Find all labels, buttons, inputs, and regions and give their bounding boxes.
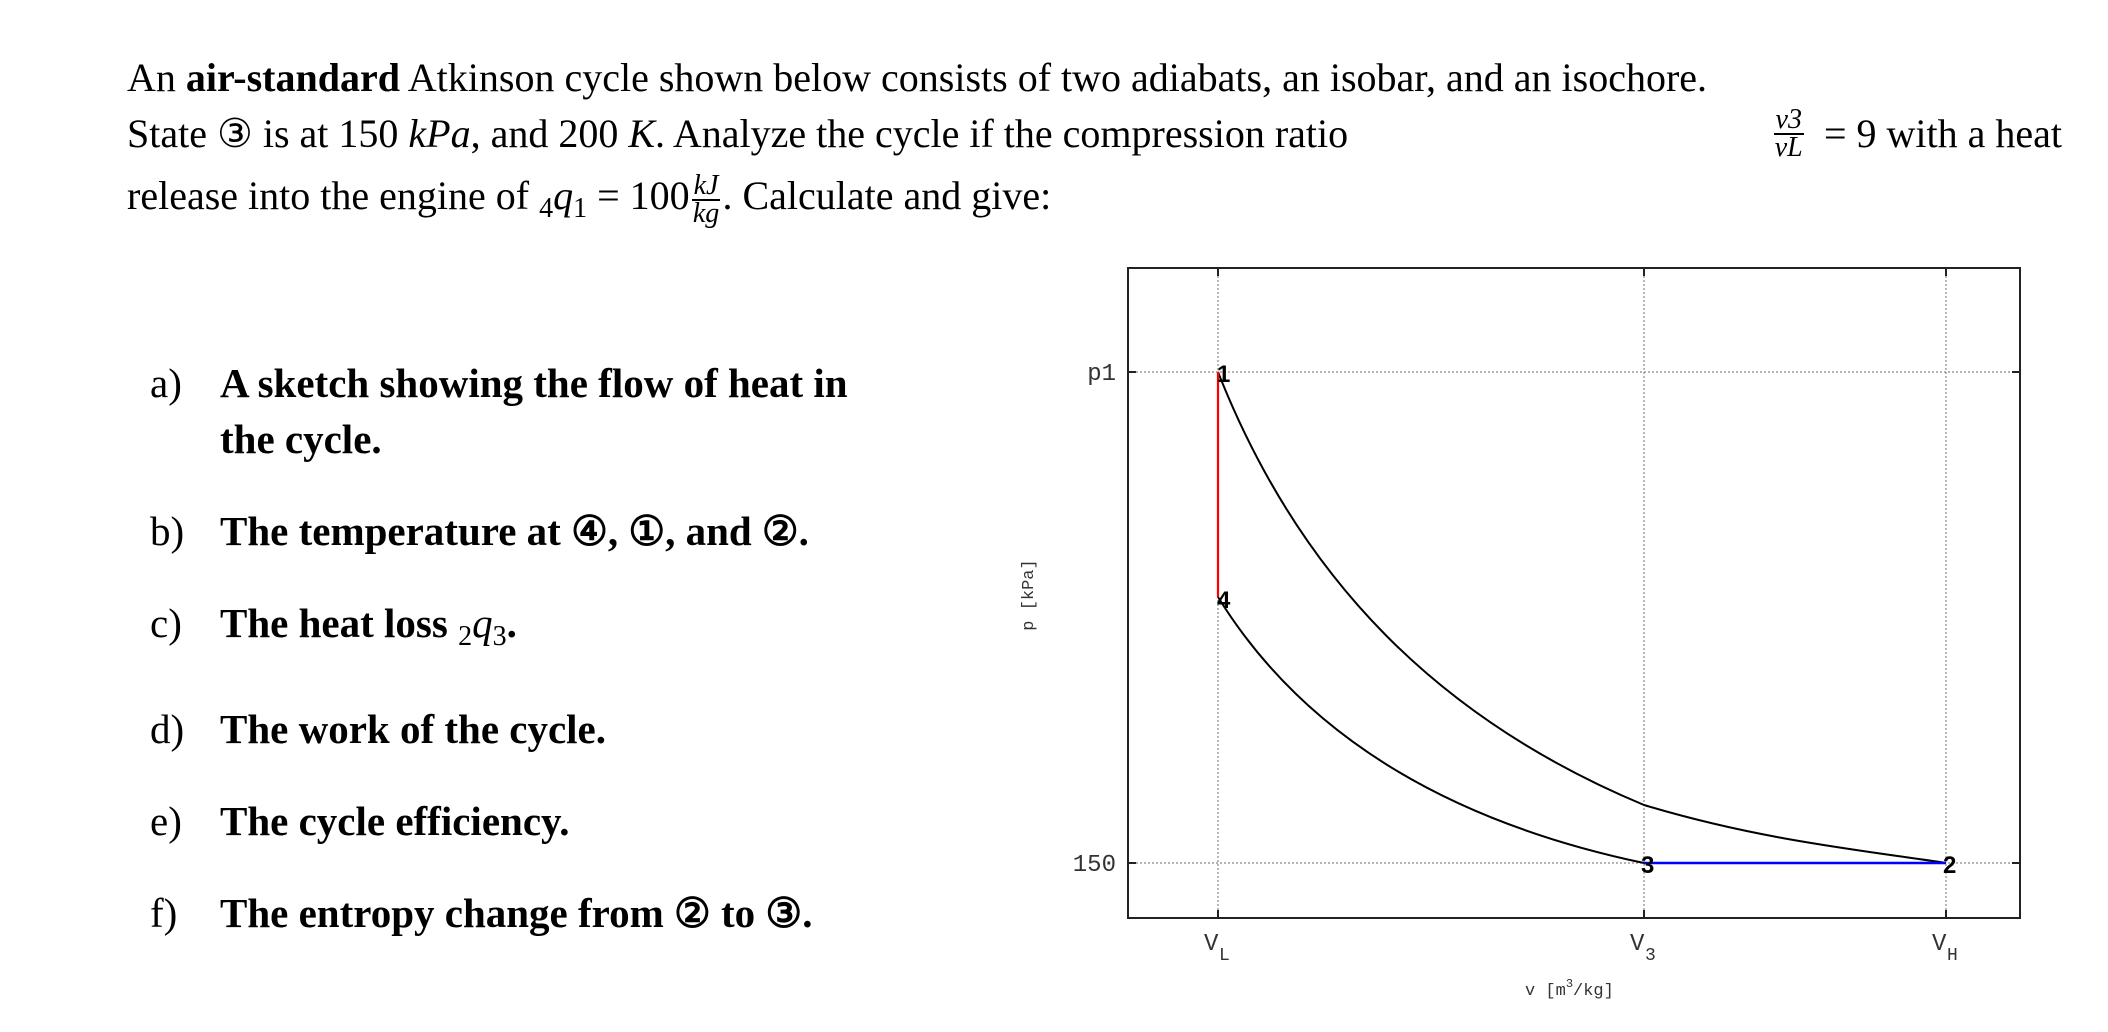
question-label: f)	[150, 890, 178, 936]
subscript: 2	[458, 621, 473, 652]
x-axis-label: v [m3/kg]	[1525, 977, 1614, 1001]
text: . Calculate and give:	[722, 173, 1052, 218]
text: An	[127, 55, 186, 100]
compression-ratio-fraction: v3 vL	[1773, 104, 1804, 163]
question-label: c)	[150, 600, 182, 646]
fraction-denominator: kg	[692, 197, 720, 229]
temperature-unit: K	[628, 111, 656, 156]
heat-symbol: q	[553, 173, 574, 218]
point-label-2: 2	[1943, 852, 1956, 879]
fraction-numerator: kJ	[691, 169, 721, 201]
text: , and 200	[470, 111, 629, 156]
text: State ③ is at 150	[127, 111, 409, 156]
question-text: The heat loss 2q3.	[220, 595, 517, 665]
heat-symbol: q	[472, 600, 493, 646]
point-label-4: 4	[1217, 587, 1231, 614]
problem-line-1: An air-standard Atkinson cycle shown bel…	[127, 50, 2062, 106]
question-label: a)	[150, 360, 182, 406]
axis-ticks	[1128, 268, 2020, 918]
question-text: A sketch showing the flow of heat in the …	[220, 355, 848, 467]
question-f: f) The entropy change from ② to ③.	[150, 885, 1030, 941]
y-tick-150: 150	[1073, 852, 1116, 879]
question-label: b)	[150, 508, 185, 554]
xlabel-text: v [m3/kg]	[1525, 977, 1614, 1001]
subscript: 1	[573, 193, 588, 224]
x-tick-vh: V H	[1932, 931, 1958, 966]
tick-main: V	[1932, 931, 1947, 958]
unit-fraction: kJ kg	[691, 169, 721, 229]
ratio-value: = 9 with a heat	[1823, 111, 2062, 156]
x-tick-vl: V L	[1204, 931, 1230, 966]
pressure-unit: kPa	[408, 111, 471, 156]
problem-line-2: State ③ is at 150 kPa, and 200 K. Analyz…	[127, 106, 2062, 162]
question-text: The entropy change from ② to ③.	[220, 890, 813, 936]
problem-line-3: release into the engine of 4q1 = 100 kJ kg…	[127, 168, 2062, 229]
question-d: d) The work of the cycle.	[150, 701, 1030, 757]
y-axis-label: p [kPa]	[1020, 559, 1039, 630]
plot-frame	[1127, 267, 2021, 919]
question-text: The cycle efficiency.	[220, 798, 570, 844]
point-label-1: 1	[1217, 361, 1230, 388]
adiabat-3-4	[1217, 596, 1645, 864]
tick-subscript: H	[1947, 946, 1958, 966]
x-tick-v3: V 3	[1630, 931, 1656, 966]
pv-diagram: 1 4 3 2 p1 150 p [kPa] V L V 3 V H v [m3…	[1020, 267, 2021, 1001]
tick-main: V	[1204, 931, 1219, 958]
adiabat-1-2	[1217, 371, 1947, 864]
subscript: 4	[539, 193, 554, 224]
question-text: The work of the cycle.	[220, 706, 606, 752]
point-label-3: 3	[1641, 852, 1654, 879]
text: release into the engine of	[127, 173, 540, 218]
question-text: The temperature at ④, ①, and ②.	[220, 508, 809, 554]
fraction-numerator: v3	[1773, 104, 1804, 135]
text: the cycle.	[220, 416, 382, 462]
text: .	[506, 600, 517, 646]
question-a: a) A sketch showing the flow of heat in t…	[150, 355, 1030, 467]
tick-main: V	[1630, 931, 1645, 958]
grid-lines	[1128, 268, 2020, 918]
tick-subscript: L	[1219, 946, 1230, 966]
text: = 100	[587, 173, 690, 218]
question-e: e) The cycle efficiency.	[150, 793, 1030, 849]
text: A sketch showing the flow of heat in	[220, 360, 848, 406]
question-label: e)	[150, 798, 182, 844]
text: . Analyze the cycle if the compression r…	[655, 111, 1349, 156]
bold-term: air-standard	[185, 55, 400, 100]
y-tick-p1: p1	[1087, 361, 1116, 388]
fraction-denominator: vL	[1774, 132, 1803, 163]
tick-subscript: 3	[1645, 946, 1656, 966]
question-b: b) The temperature at ④, ①, and ②.	[150, 503, 1030, 559]
text: The heat loss	[220, 600, 459, 646]
question-c: c) The heat loss 2q3.	[150, 595, 1030, 665]
text: Atkinson cycle shown below consists of t…	[399, 55, 1708, 100]
subscript: 3	[492, 621, 507, 652]
question-list: a) A sketch showing the flow of heat in t…	[150, 355, 1030, 977]
problem-statement: An air-standard Atkinson cycle shown bel…	[127, 50, 2062, 229]
question-label: d)	[150, 706, 185, 752]
